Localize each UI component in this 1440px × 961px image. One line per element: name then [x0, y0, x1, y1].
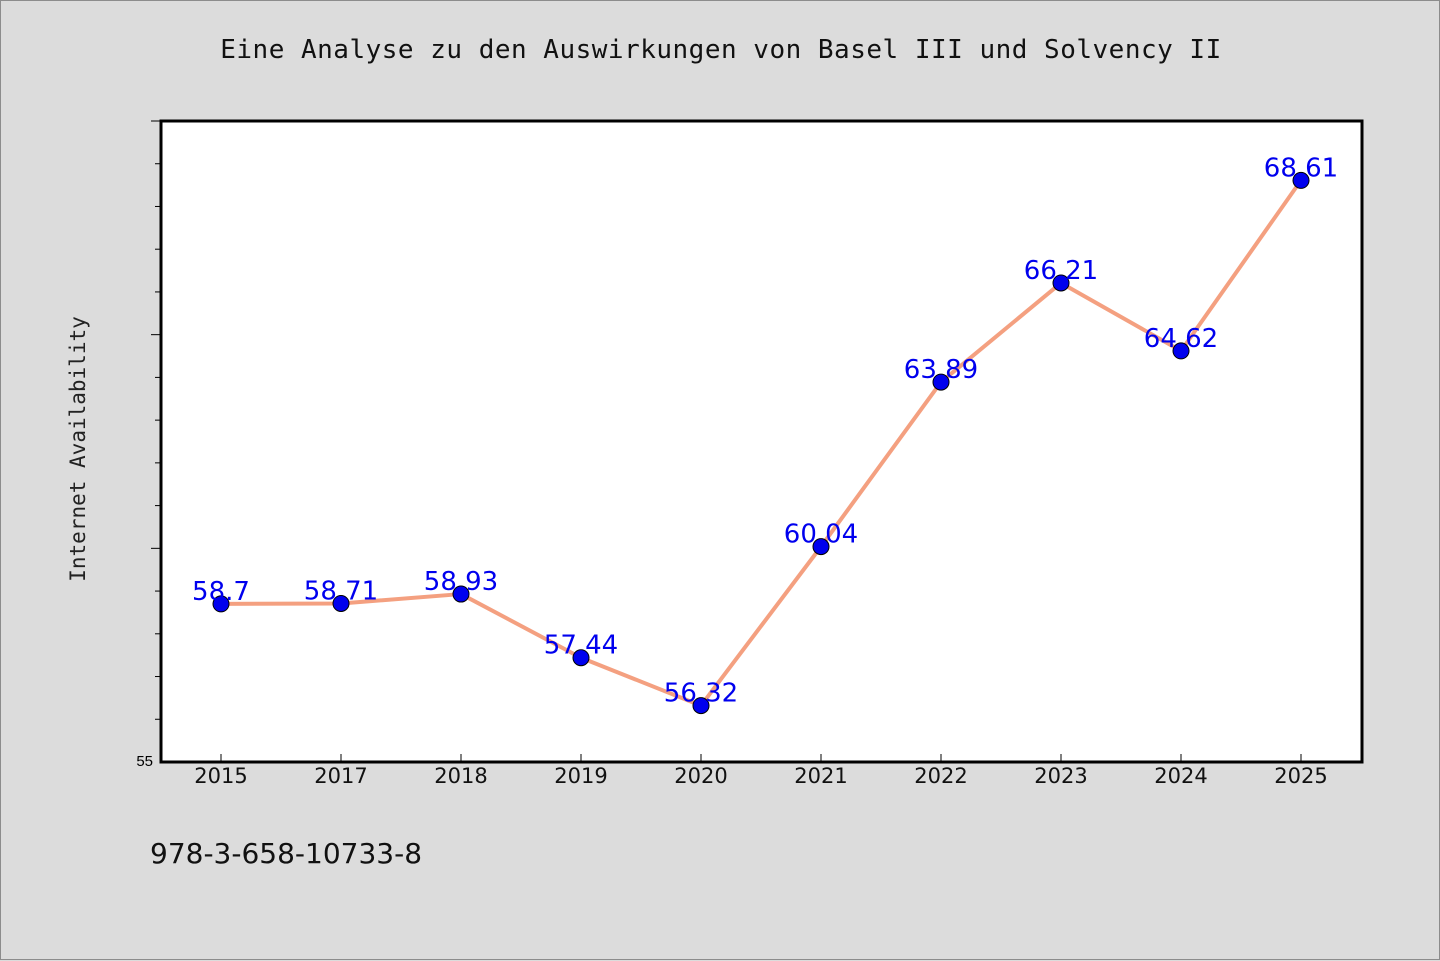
x-tick-label: 2017 — [314, 764, 367, 788]
data-label: 63.89 — [904, 355, 978, 385]
x-tick-label: 2025 — [1274, 764, 1327, 788]
series-line — [219, 178, 1303, 708]
data-point — [1172, 342, 1190, 360]
isbn-footer: 978-3-658-10733-8 — [150, 837, 423, 870]
x-tick-label: 2022 — [914, 764, 967, 788]
data-label: 58.93 — [424, 567, 498, 597]
data-point — [812, 538, 830, 556]
data-labels: 58.7 58.71 58.93 57.44 56.32 60.04 63.89 66.21 6… — [192, 153, 1338, 708]
data-markers — [212, 171, 1310, 715]
data-label: 57.44 — [544, 631, 618, 661]
data-label: 58.71 — [304, 576, 378, 606]
x-tick-label: 2018 — [434, 764, 487, 788]
data-label: 58.7 — [192, 577, 250, 607]
data-point — [692, 697, 710, 715]
data-point — [212, 595, 230, 613]
data-label: 64.62 — [1144, 324, 1218, 354]
data-label: 68.61 — [1264, 153, 1338, 183]
data-label: 56.32 — [664, 679, 738, 709]
x-tick-label: 2023 — [1034, 764, 1087, 788]
y-axis-tick-labels: 55 — [136, 753, 153, 770]
data-point — [1052, 274, 1070, 292]
x-tick-label: 2024 — [1154, 764, 1207, 788]
chart-title: Eine Analyse zu den Auswirkungen von Bas… — [220, 35, 1222, 65]
x-tick-label: 2020 — [674, 764, 727, 788]
x-tick-label: 2021 — [794, 764, 847, 788]
data-point — [332, 594, 350, 612]
x-tick-label: 2019 — [554, 764, 607, 788]
data-point — [1292, 171, 1310, 189]
series-line-group — [219, 178, 1303, 708]
x-axis-tick-labels: 2015 2017 2018 2019 2020 2021 2022 2023 2024 2025 — [194, 764, 1327, 788]
x-axis-ticks — [220, 754, 1302, 762]
y-tick-label: 55 — [136, 753, 153, 770]
data-point — [452, 585, 470, 603]
data-label: 60.04 — [784, 520, 858, 550]
data-point — [572, 649, 590, 667]
data-point — [932, 373, 950, 391]
plot-area — [159, 119, 1364, 764]
x-tick-label: 2015 — [194, 764, 247, 788]
data-label: 66.21 — [1024, 256, 1098, 286]
y-axis-ticks — [151, 120, 161, 720]
